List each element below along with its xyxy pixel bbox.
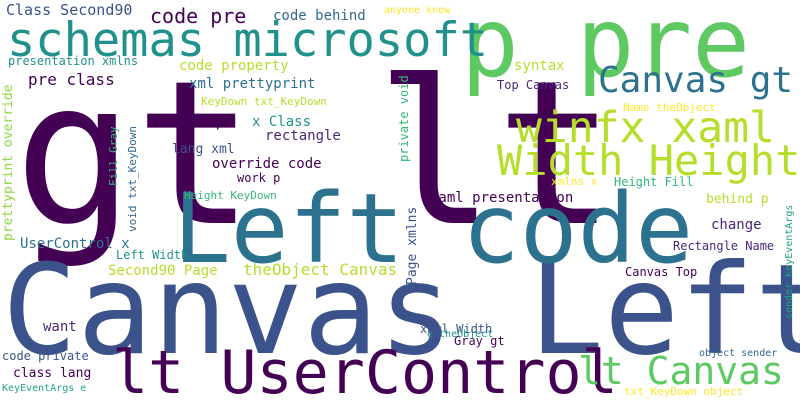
word: sender KeyEventArgs (784, 204, 795, 319)
word: void txt_KeyDown (126, 126, 139, 232)
word: e theObject (427, 329, 494, 340)
word: code behind (273, 8, 366, 24)
word: override code (212, 156, 322, 172)
word: behind p (706, 192, 769, 207)
word: Fill Gray (107, 126, 120, 186)
word: UserControl x (20, 236, 130, 252)
word: Page xmlns (405, 206, 420, 285)
word: Height Fill (614, 175, 694, 189)
word: Width Height (497, 136, 800, 185)
word: want (43, 319, 77, 335)
word: Name theObject (623, 101, 716, 114)
word: Top Canvas (497, 78, 570, 92)
word: private void (397, 75, 411, 162)
word: lang xml (172, 142, 235, 157)
word: class lang (13, 366, 92, 381)
word: change (711, 217, 762, 233)
word: schemas microsoft (7, 13, 489, 68)
word: rectangle (265, 128, 341, 144)
word: KeyEventArgs e (2, 383, 87, 394)
word: txt_KeyDown object (624, 385, 744, 398)
word: Rectangle Name (673, 239, 775, 253)
word: KeyDown txt_KeyDown (201, 95, 327, 108)
word: Gray gt (454, 334, 505, 348)
word: Class Second90 (6, 1, 133, 19)
word: pre class (28, 70, 115, 89)
word: Canvas Left (2, 238, 800, 383)
word: theObject Canvas (243, 260, 398, 279)
word: Left code (173, 173, 694, 285)
word: p pre (461, 0, 750, 99)
word: presentation xmlns (8, 54, 139, 68)
word: Height KeyDown (184, 189, 277, 202)
word: Canvas gt (598, 60, 794, 101)
word: xmlns x (551, 175, 598, 188)
word: object sender (699, 348, 778, 359)
word: Canvas Top (625, 265, 698, 279)
word: xaml Width (420, 322, 493, 336)
word: pre p (177, 111, 226, 130)
word: anyone know (384, 5, 451, 16)
word: syntax (514, 58, 565, 74)
word: xml prettyprint (189, 76, 316, 92)
word: gt lt (14, 38, 617, 271)
word: work p (237, 171, 281, 185)
word: xaml presentation (430, 190, 574, 206)
word: Left Width (116, 248, 189, 262)
word: code property (179, 58, 289, 74)
word: lt Canvas (578, 349, 784, 393)
word: Second90 Page (108, 263, 218, 279)
word: x Class (252, 114, 312, 130)
word: prettyprint override (1, 84, 16, 241)
word: code private (2, 349, 89, 363)
word: code pre (150, 4, 247, 28)
word: lt UserControl (112, 338, 618, 400)
word: winfx xaml (516, 103, 775, 153)
